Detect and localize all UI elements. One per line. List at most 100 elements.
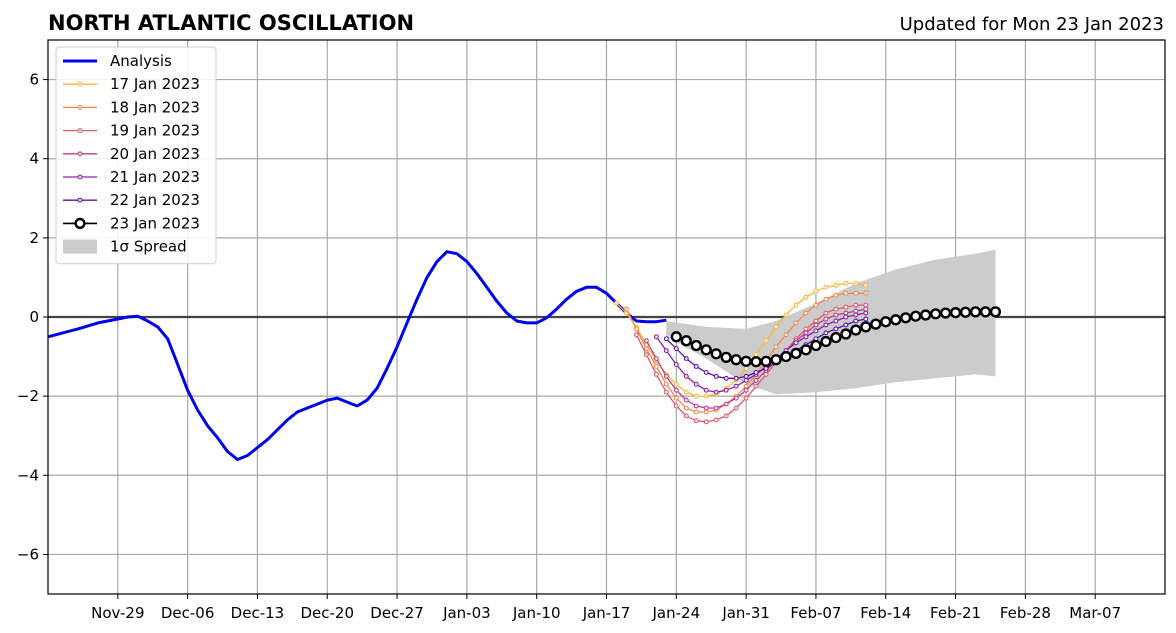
data-point: [633, 326, 639, 332]
x-tick-label: Feb-14: [860, 604, 911, 622]
data-point: [663, 373, 669, 379]
data-point: [979, 306, 992, 318]
data-point: [713, 373, 719, 379]
data-point: [813, 322, 819, 328]
data-point: [833, 318, 839, 324]
legend-label: 20 Jan 2023: [110, 145, 200, 163]
x-tick-label: Dec-13: [231, 604, 285, 622]
data-point: [813, 328, 819, 334]
data-point: [793, 320, 799, 326]
data-point: [793, 340, 799, 346]
data-point: [703, 409, 709, 415]
data-point: [663, 348, 669, 354]
data-point: [880, 316, 892, 328]
legend-swatch: [63, 239, 97, 254]
x-tick-label: Jan-24: [652, 604, 701, 622]
data-point: [673, 395, 679, 401]
legend-label: 22 Jan 2023: [110, 191, 200, 209]
data-point: [853, 290, 859, 296]
data-point: [743, 373, 749, 379]
updated-label: Updated for Mon 23 Jan 2023: [900, 14, 1164, 35]
data-point: [720, 351, 732, 363]
legend-label: 21 Jan 2023: [110, 168, 200, 186]
data-point: [823, 322, 829, 328]
legend-marker: [77, 151, 83, 157]
x-axis-ticks: Nov-29 Dec-06 Dec-13 Dec-20 Dec-27 Jan-03 Jan-…: [91, 594, 1121, 622]
data-point: [703, 419, 709, 425]
data-point: [653, 334, 659, 340]
data-point: [693, 393, 699, 399]
data-point: [810, 339, 822, 352]
chart-title: NORTH ATLANTIC OSCILLATION: [48, 11, 414, 35]
data-point: [733, 383, 739, 389]
data-point: [949, 307, 962, 319]
data-point: [830, 331, 842, 344]
data-point: [863, 290, 869, 296]
data-point: [763, 338, 769, 344]
data-point: [670, 331, 682, 343]
data-point: [803, 330, 809, 336]
data-point: [710, 348, 722, 360]
data-point: [623, 306, 629, 312]
data-point: [853, 280, 859, 286]
data-point: [703, 387, 709, 393]
data-point: [693, 381, 699, 387]
legend-label: 19 Jan 2023: [110, 122, 200, 140]
data-point: [833, 326, 839, 332]
y-tick-label: 0: [29, 308, 39, 326]
legend-entry: 19 Jan 2023: [63, 122, 200, 140]
x-tick-label: Feb-07: [790, 604, 841, 622]
data-point: [969, 306, 982, 318]
series-23-jan-2023: [670, 306, 1002, 368]
legend-entry: 21 Jan 2023: [63, 168, 200, 186]
data-point: [683, 405, 689, 411]
data-point: [663, 381, 669, 387]
data-point: [713, 417, 719, 423]
legend-label: 18 Jan 2023: [110, 98, 200, 116]
data-point: [653, 356, 659, 361]
data-point: [959, 306, 972, 318]
data-point: [783, 312, 789, 318]
data-point: [800, 344, 812, 356]
data-point: [693, 403, 699, 409]
data-point: [760, 355, 772, 367]
data-point: [853, 318, 859, 324]
x-tick-label: Feb-21: [930, 604, 981, 622]
data-point: [803, 326, 809, 332]
data-point: [780, 350, 792, 363]
data-point: [683, 413, 689, 419]
data-point: [850, 324, 862, 336]
series-analysis: [47, 250, 667, 461]
data-point: [693, 364, 699, 369]
data-point: [723, 413, 729, 419]
legend-label: 17 Jan 2023: [110, 75, 200, 93]
x-tick-label: Dec-06: [161, 604, 215, 622]
data-point: [683, 373, 689, 379]
data-point: [713, 405, 719, 411]
legend-marker: [77, 197, 83, 203]
data-point: [843, 304, 849, 310]
data-point: [683, 356, 689, 361]
data-point: [663, 336, 669, 342]
data-point: [783, 332, 789, 338]
data-point: [673, 387, 679, 393]
series-20-jan-2023: [643, 306, 869, 411]
data-point: [614, 300, 619, 306]
data-point: [863, 306, 869, 312]
data-point: [803, 294, 809, 300]
data-point: [900, 312, 912, 324]
data-point: [823, 330, 829, 336]
data-point: [793, 302, 799, 308]
data-point: [863, 302, 869, 308]
data-point: [989, 306, 1002, 318]
data-point: [683, 389, 689, 395]
data-point: [910, 310, 922, 322]
data-point: [703, 369, 709, 375]
x-tick-label: Jan-03: [442, 604, 491, 622]
legend-entry: 18 Jan 2023: [63, 98, 200, 116]
data-point: [790, 347, 802, 360]
data-point: [813, 302, 819, 308]
data-point: [773, 324, 779, 330]
data-point: [823, 296, 829, 302]
data-point: [863, 316, 869, 322]
